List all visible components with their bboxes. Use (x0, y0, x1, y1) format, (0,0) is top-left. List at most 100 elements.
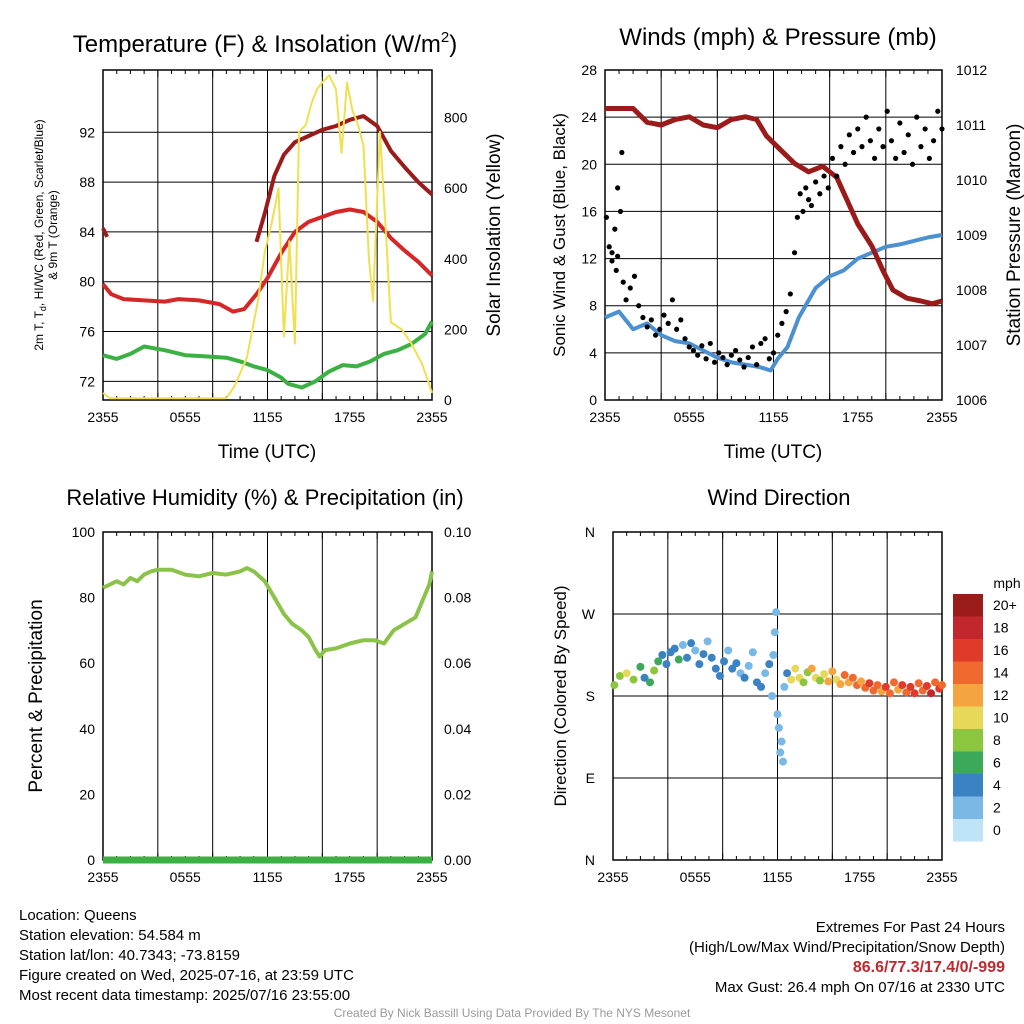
legend-label: 6 (993, 755, 1001, 771)
y-right-tick-label: 200 (444, 321, 468, 337)
gust-point (794, 214, 800, 220)
gust-point (859, 144, 865, 150)
direction-point (646, 678, 655, 687)
max-gust: Max Gust: 26.4 mph On 07/16 at 2330 UTC (714, 979, 1005, 996)
legend-label: 18 (993, 620, 1009, 636)
y-right-tick-label: 1007 (956, 337, 987, 353)
y-right-tick-label: 1009 (956, 227, 987, 243)
direction-point (703, 637, 712, 646)
legend-label: 10 (993, 710, 1009, 726)
gust-point (863, 114, 869, 120)
title-superscript: 2 (441, 29, 449, 46)
gust-point (829, 155, 836, 161)
direction-point (765, 660, 774, 669)
x-tick-label: 2355 (87, 409, 118, 425)
direction-point (748, 648, 757, 657)
extremes-subtitle: (High/Low/Max Wind/Precipitation/Snow De… (689, 939, 1005, 956)
gust-point (613, 267, 619, 273)
direction-point (740, 673, 749, 682)
series-line-t2m (101, 207, 434, 314)
direction-point (761, 669, 770, 678)
y-right-tick-label: 1011 (956, 117, 986, 133)
direction-point (820, 670, 829, 679)
y-right-tick-label: 0.10 (444, 524, 471, 540)
y-tick-label: 84 (79, 224, 95, 240)
y-right-tick-label: 1010 (956, 172, 987, 188)
direction-point (670, 644, 679, 653)
gust-point (737, 357, 743, 363)
direction-point (622, 669, 631, 678)
direction-point (776, 748, 785, 757)
x-axis-label: Time (UTC) (218, 442, 317, 463)
extremes-info: Extremes For Past 24 Hours (High/Low/Max… (689, 918, 1005, 998)
direction-point (757, 682, 766, 691)
direction-point (906, 682, 915, 691)
direction-point (840, 671, 849, 680)
x-tick-label: 1155 (758, 409, 788, 425)
y-right-tick-label: 0.06 (444, 655, 471, 671)
direction-point (780, 682, 789, 691)
gust-point (609, 258, 615, 264)
extremes-values: 86.6/77.3/17.4/0/-999 (852, 959, 1005, 976)
chart-title: Temperature (F) & Insolation (W/m2) (73, 29, 457, 58)
y-axis-label: 2m T, Td, HI/WC (Red, Green, Scarlet/Blu… (32, 119, 48, 350)
gust-point (749, 344, 756, 350)
y-right-tick-label: 400 (444, 251, 468, 267)
title-end: ) (449, 31, 457, 58)
gust-point (711, 359, 718, 365)
y-tick-label: 28 (581, 62, 597, 78)
direction-point (910, 689, 919, 698)
direction-point (674, 655, 683, 664)
gust-point (821, 173, 827, 179)
gust-point (707, 340, 713, 347)
y-tick-label: 20 (79, 786, 95, 802)
legend-title: mph (993, 575, 1020, 591)
gust-point (842, 161, 848, 167)
gust-point (623, 297, 629, 303)
gust-point (897, 120, 903, 126)
y-right-axis-label: Station Pressure (Maroon) (1004, 124, 1024, 347)
direction-point (695, 660, 704, 669)
credit-line: Created By Nick Bassill Using Data Provi… (333, 1006, 691, 1020)
chart-title: Winds (mph) & Pressure (mb) (619, 24, 936, 51)
gust-point (745, 354, 751, 361)
x-tick-label: 2355 (926, 409, 957, 425)
direction-point (807, 664, 816, 673)
direction-point (615, 671, 624, 680)
gust-point (813, 179, 819, 185)
y-tick-label: 16 (581, 203, 597, 219)
gust-point (880, 144, 886, 150)
direction-point (640, 673, 649, 682)
direction-point (881, 682, 890, 691)
y-tick-label: 88 (79, 174, 95, 190)
y-tick-label: 0 (87, 852, 95, 868)
y-tick-label: 80 (79, 274, 95, 290)
x-axis-label: Time (UTC) (724, 442, 823, 463)
direction-point (848, 673, 857, 682)
direction-point (678, 640, 687, 649)
legend-label: 12 (993, 687, 1009, 703)
gust-point (817, 191, 823, 197)
legend-swatch (953, 729, 983, 752)
gust-point (758, 340, 764, 347)
y-tick-label: 60 (79, 655, 95, 671)
direction-point (773, 710, 782, 719)
direction-point (869, 686, 878, 695)
gust-point (636, 303, 642, 309)
direction-point (683, 653, 692, 662)
direction-point (865, 679, 874, 688)
gust-point (728, 352, 734, 358)
station-latlon: Station lat/lon: 40.7343; -73.8159 (19, 947, 241, 964)
x-tick-label: 2355 (416, 869, 447, 885)
x-tick-label: 0555 (680, 869, 711, 885)
gust-point (620, 279, 626, 285)
y-tick-label: 100 (72, 524, 96, 540)
gust-point (884, 108, 890, 114)
direction-point (824, 677, 833, 686)
x-tick-label: 1755 (334, 869, 365, 885)
x-tick-label: 0555 (674, 409, 705, 425)
legend-swatch (953, 661, 983, 684)
y-axis-label: Sonic Wind & Gust (Blue, Black) (550, 113, 569, 357)
legend-swatch (953, 706, 983, 729)
y-right-tick-label: 0 (444, 392, 452, 408)
